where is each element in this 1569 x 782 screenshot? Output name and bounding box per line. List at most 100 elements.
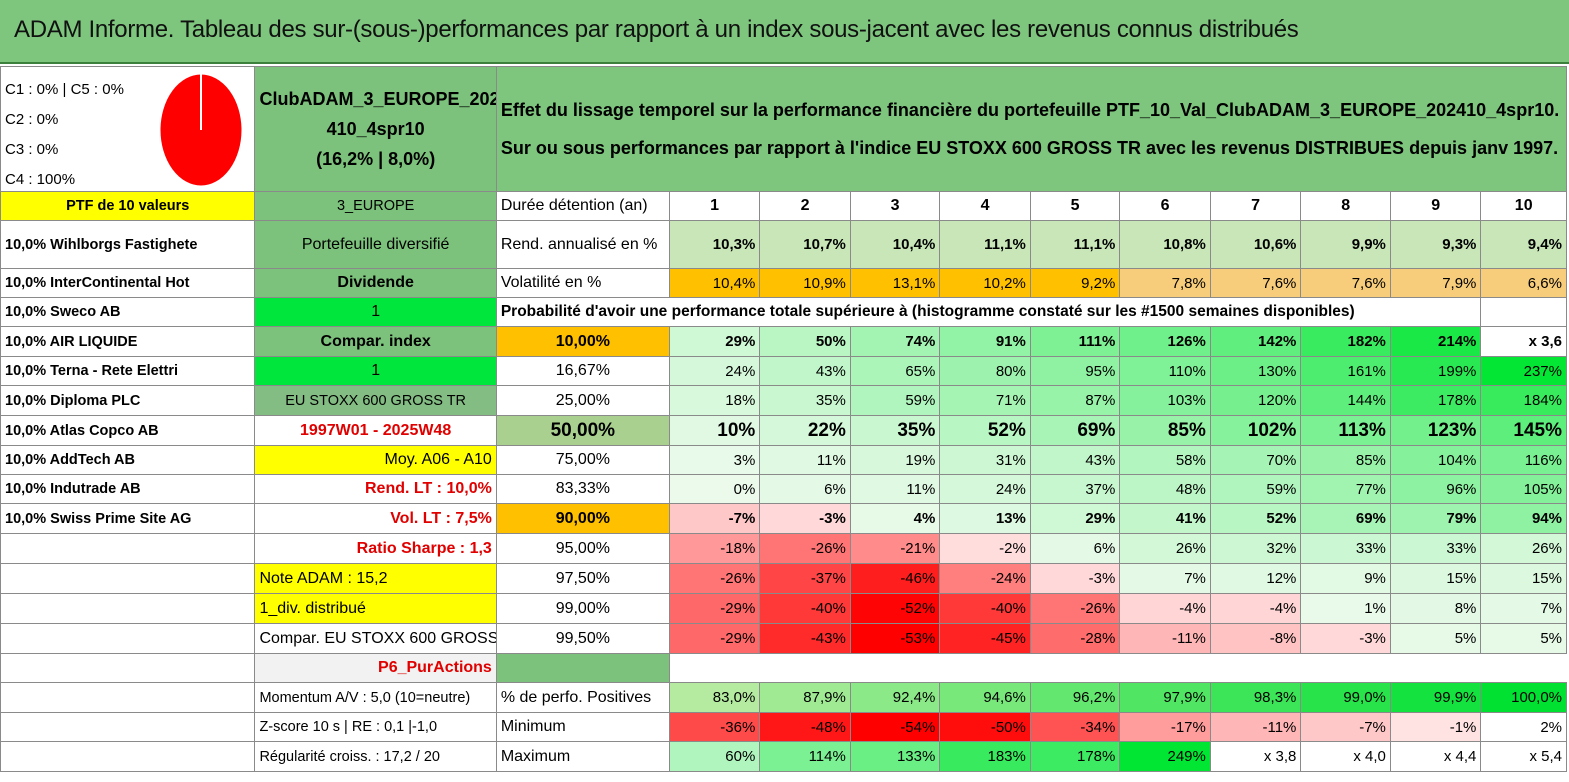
holding: 10,0% Terna - Rete Elettri [0, 356, 256, 386]
vol-value: 10,4% [668, 268, 761, 298]
min-value: -11% [1209, 712, 1302, 742]
period: 1997W01 - 2025W48 [254, 415, 497, 446]
quantile-value: 59% [849, 385, 941, 416]
quantile-value: 145% [1480, 415, 1567, 446]
positive-value: 83,0% [668, 682, 761, 713]
quantile-value: 4% [849, 503, 941, 534]
max-value: 183% [939, 741, 1031, 772]
quantile-value: 7% [1480, 593, 1567, 624]
holding: 10,0% Wihlborgs Fastighete [0, 220, 256, 269]
quantile-value: 24% [939, 474, 1031, 504]
holding: 10,0% Swiss Prime Site AG [0, 503, 256, 534]
quantile-label: 95,00% [495, 533, 670, 564]
positive-value: 96,2% [1029, 682, 1121, 713]
quantile-value: 144% [1300, 385, 1391, 416]
quantile-value: 5% [1480, 623, 1567, 654]
rend-value: 9,4% [1480, 220, 1567, 269]
positive-value: 87,9% [759, 682, 851, 713]
quantile-value: 111% [1029, 326, 1121, 357]
quantile-value: 80% [939, 356, 1031, 386]
positive-value: 97,9% [1119, 682, 1211, 713]
quantile-value: 26% [1119, 533, 1211, 564]
quantile-value: -3% [1029, 563, 1121, 594]
positive-value: 99,9% [1389, 682, 1482, 713]
empty-cell [1030, 654, 1120, 683]
zscore: Z-score 10 s | RE : 0,1 |-1,0 [254, 712, 497, 742]
empty-cell [0, 682, 256, 713]
quantile-value: 3% [668, 445, 761, 475]
quantile-label: 16,67% [495, 356, 670, 386]
quantile-value: -29% [668, 623, 761, 654]
sharpe-ratio: Ratio Sharpe : 1,3 [254, 533, 497, 564]
rend-value: 9,3% [1389, 220, 1482, 269]
pie-legend-1: C1 : 0% | C5 : 0% [5, 81, 124, 98]
quantile-value: 43% [1029, 445, 1121, 475]
quantile-value: 237% [1480, 356, 1567, 386]
quantile-value: 52% [939, 415, 1031, 446]
quantile-value: 79% [1389, 503, 1482, 534]
quantile-value: 41% [1119, 503, 1211, 534]
compar-value: 1 [254, 356, 497, 386]
fund-info-cell: ClubADAM_3_EUROPE_202 410_4spr10 (16,2% … [254, 66, 497, 192]
quantile-value: 26% [1480, 533, 1567, 564]
quantile-value: 37% [1029, 474, 1121, 504]
vol-value: 13,1% [849, 268, 941, 298]
dividend-value: 1 [254, 297, 497, 327]
positive-value: 98,3% [1209, 682, 1302, 713]
quantile-value: -8% [1209, 623, 1302, 654]
quantile-value: 85% [1300, 445, 1391, 475]
quantile-value: 105% [1480, 474, 1567, 504]
quantile-value: 50% [759, 326, 851, 357]
quantile-value: 161% [1300, 356, 1391, 386]
pie-legend-2: C2 : 0% [5, 111, 59, 128]
quantile-value: 130% [1209, 356, 1302, 386]
holding: 10,0% Sweco AB [0, 297, 256, 327]
portfolio-type: Portefeuille diversifié [254, 220, 497, 269]
probability-title: Probabilité d'avoir une performance tota… [495, 297, 1481, 327]
fund-name-1: ClubADAM_3_EUROPE_202 [259, 89, 497, 109]
quantile-value: -3% [1300, 623, 1391, 654]
positive-value: 92,4% [849, 682, 941, 713]
quantile-value: -40% [759, 593, 851, 624]
table-row: Régularité croiss. : 17,2 / 20 Maximum 60%… [0, 741, 1567, 772]
quantile-value: 65% [849, 356, 941, 386]
table-row: Compar. EU STOXX 600 GROSS TI 99,50% -29% -… [0, 623, 1567, 654]
quantile-value: 31% [939, 445, 1031, 475]
year-header: 9 [1389, 191, 1482, 221]
vol-lt: Vol. LT : 7,5% [254, 503, 497, 534]
table-row: PTF de 10 valeurs 3_EUROPE Durée détention… [0, 191, 1567, 221]
quantile-value: -45% [939, 623, 1031, 654]
empty-cell [1301, 654, 1391, 683]
quantile-value: 19% [849, 445, 941, 475]
pie-cell: C1 : 0% | C5 : 0% C2 : 0% C3 : 0% C4 : 1… [0, 66, 256, 192]
holding: 10,0% AddTech AB [0, 445, 256, 475]
max-value: 60% [668, 741, 761, 772]
max-value: 178% [1029, 741, 1121, 772]
year-header: 2 [759, 191, 851, 221]
table-row: 10,0% Diploma PLC EU STOXX 600 GROSS TR 25… [0, 385, 1567, 416]
table-row: 10,0% Wihlborgs Fastighete Portefeuille d… [0, 220, 1567, 269]
quantile-value: 43% [759, 356, 851, 386]
description: Effet du lissage temporel sur la perform… [495, 66, 1568, 192]
quantile-value: 120% [1209, 385, 1302, 416]
pie-legend-3: C3 : 0% [5, 141, 59, 158]
empty-cell [1210, 654, 1301, 683]
max-label: Maximum [495, 741, 670, 772]
table-row: 10,0% Terna - Rete Elettri 1 16,67% 24% 43% 6… [0, 356, 1567, 386]
quantile-label: 99,00% [495, 593, 670, 624]
quantile-value: 126% [1119, 326, 1211, 357]
quantile-value: 11% [759, 445, 851, 475]
holding [0, 533, 256, 564]
quantile-value: 29% [1029, 503, 1121, 534]
quantile-value: 113% [1300, 415, 1391, 446]
report-title-bar: ADAM Informe. Tableau des sur-(sous-)per… [0, 0, 1569, 64]
max-value: x 4,4 [1389, 741, 1482, 772]
year-header: 6 [1119, 191, 1211, 221]
quantile-value: 214% [1389, 326, 1482, 357]
duree-label: Durée détention (an) [495, 191, 670, 221]
quantile-value: -4% [1119, 593, 1211, 624]
empty-green-cell [495, 653, 670, 683]
table-row: Note ADAM : 15,2 97,50% -26% -37% -46% -24% -3… [0, 563, 1567, 594]
rend-value: 9,9% [1300, 220, 1391, 269]
vol-value: 7,9% [1389, 268, 1482, 298]
